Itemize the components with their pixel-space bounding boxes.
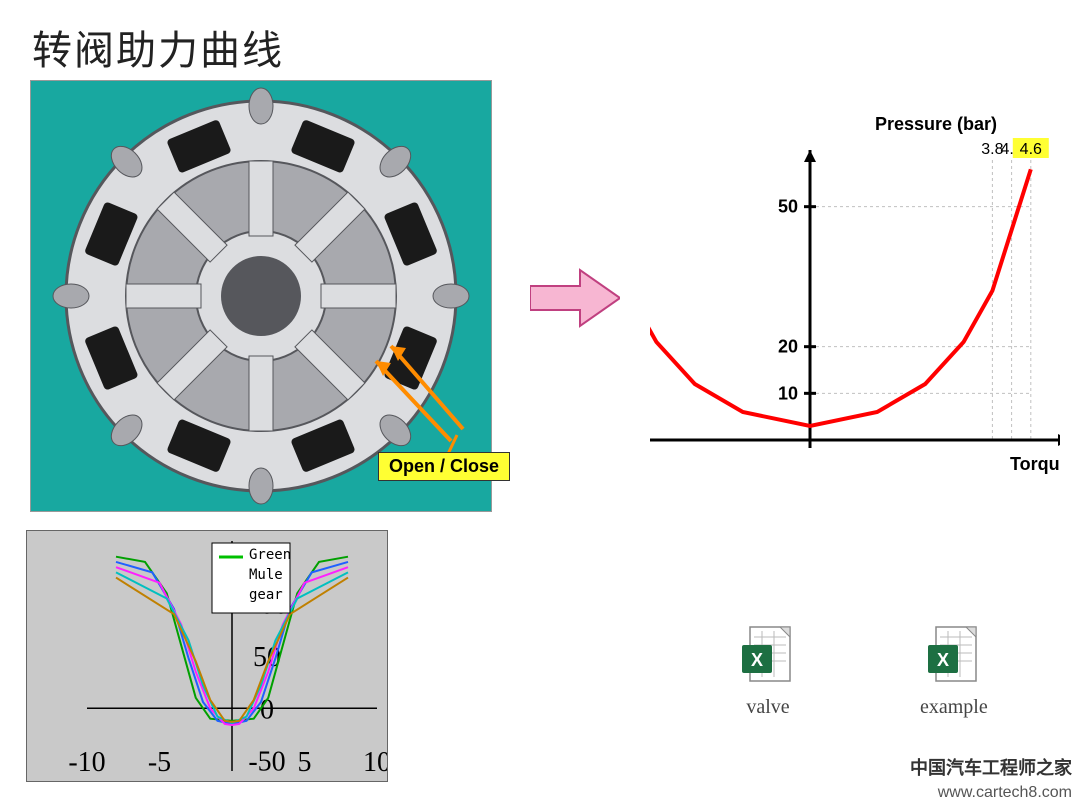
svg-text:gear: gear <box>249 587 283 603</box>
open-close-callout: Open / Close <box>378 452 510 481</box>
footer-text-1: 中国汽车工程师之家 <box>910 754 1072 780</box>
svg-text:10: 10 <box>363 747 387 778</box>
excel-label: example <box>920 696 988 719</box>
svg-text:Torque (N.m): Torque (N.m) <box>1010 454 1060 474</box>
valve-photo <box>30 80 492 512</box>
svg-text:-10: -10 <box>68 747 105 778</box>
svg-text:50: 50 <box>778 197 798 217</box>
svg-text:4.6: 4.6 <box>1020 141 1042 158</box>
svg-text:20: 20 <box>778 337 798 357</box>
footer-text-2: www.cartech8.com <box>938 784 1072 802</box>
svg-text:5: 5 <box>298 747 312 778</box>
svg-text:-50: -50 <box>248 747 285 778</box>
excel-label: valve <box>740 696 796 719</box>
pressure-torque-chart: Pressure (bar)3.84.24.6102050Torque (N.m… <box>650 110 1060 500</box>
svg-text:Mule: Mule <box>249 567 283 583</box>
excel-file-valve[interactable]: X valve <box>740 625 796 719</box>
multi-curve-chart: -50050100150-10-5510GreenMulegear <box>26 530 388 782</box>
svg-text:10: 10 <box>778 383 798 403</box>
arrow-icon <box>530 268 620 328</box>
excel-file-example[interactable]: X example <box>920 625 988 719</box>
excel-icon: X <box>740 625 796 687</box>
svg-text:Pressure (bar): Pressure (bar) <box>875 114 997 134</box>
svg-text:X: X <box>937 650 949 670</box>
excel-icon: X <box>926 625 982 687</box>
svg-text:-5: -5 <box>148 747 171 778</box>
page-title: 转阀助力曲线 <box>32 18 284 76</box>
svg-text:X: X <box>751 650 763 670</box>
svg-text:Green: Green <box>249 547 291 563</box>
